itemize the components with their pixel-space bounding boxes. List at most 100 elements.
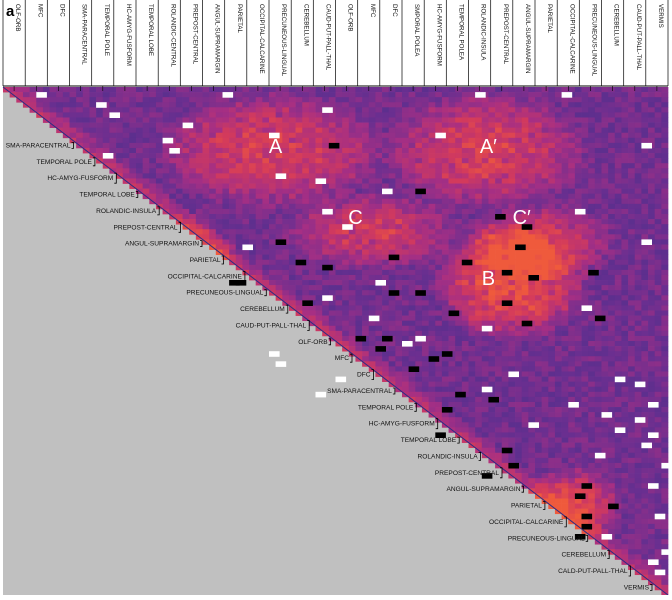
matrix-cell [581, 457, 589, 464]
matrix-cell [355, 280, 363, 286]
matrix-cell [202, 178, 210, 184]
matrix-cell [548, 325, 556, 332]
matrix-cell [441, 137, 449, 144]
matrix-cell [508, 208, 516, 215]
matrix-cell [535, 412, 542, 418]
matrix-cell [149, 163, 157, 169]
matrix-cell [441, 153, 449, 159]
matrix-cell [395, 158, 403, 164]
matrix-cell [362, 208, 370, 215]
matrix-cell [548, 437, 556, 443]
matrix-cell [375, 178, 383, 184]
matrix-cell [195, 214, 203, 220]
matrix-cell [601, 290, 609, 296]
matrix-cell [435, 295, 443, 301]
matrix-cell [328, 132, 336, 139]
matrix-cell [448, 335, 456, 342]
matrix-cell [495, 193, 503, 200]
matrix-cell [288, 254, 296, 261]
matrix-cell [614, 224, 622, 230]
matrix-cell [56, 122, 64, 128]
matrix-cell [515, 117, 523, 123]
matrix-cell [122, 97, 130, 103]
matrix-cell [468, 137, 476, 144]
matrix-cell [461, 376, 469, 382]
matrix-cell [634, 127, 642, 134]
matrix-cell [348, 239, 356, 245]
matrix-cell [428, 239, 436, 245]
matrix-cell [621, 386, 629, 393]
matrix-cell [255, 112, 263, 118]
matrix-cell [528, 239, 536, 245]
matrix-cell [328, 290, 336, 296]
matrix-cell [541, 488, 549, 494]
matrix-cell [614, 513, 622, 520]
matrix-cell [455, 341, 463, 347]
matrix-cell [588, 203, 596, 210]
matrix-cell [641, 274, 649, 281]
matrix-cell [541, 269, 549, 276]
matrix-cell [654, 102, 662, 108]
matrix-cell [215, 234, 223, 240]
matrix-cell [195, 224, 203, 230]
matrix-cell [269, 259, 276, 266]
matrix-cell [628, 447, 636, 454]
matrix-cell [601, 346, 609, 352]
matrix-cell [89, 87, 97, 93]
matrix-cell [568, 386, 576, 393]
matrix-cell [648, 513, 656, 520]
matrix-cell [515, 437, 523, 443]
matrix-cell [508, 351, 516, 357]
matrix-cell [541, 234, 549, 240]
matrix-cell [362, 280, 370, 286]
matrix-cell [182, 147, 190, 154]
matrix-cell [342, 280, 350, 286]
matrix-cell [475, 178, 483, 184]
matrix-cell [654, 528, 662, 535]
matrix-cell [116, 117, 124, 123]
matrix-cell [448, 234, 456, 240]
matrix-cell [521, 122, 529, 128]
matrix-cell [614, 300, 622, 306]
matrix-cell [581, 107, 589, 113]
matrix-cell [468, 391, 476, 398]
matrix-cell [136, 132, 143, 139]
matrix-cell [342, 102, 350, 108]
matrix-cell [568, 335, 576, 342]
matrix-cell [342, 142, 350, 149]
matrix-cell [501, 396, 509, 403]
matrix-cell [501, 173, 509, 179]
matrix-cell [235, 107, 243, 113]
matrix-cell [375, 117, 383, 123]
matrix-cell [162, 173, 170, 179]
matrix-cell [634, 498, 642, 504]
matrix-cell [515, 188, 523, 195]
matrix-cell [69, 87, 77, 93]
matrix-cell [355, 310, 363, 316]
matrix-cell [342, 290, 350, 296]
matrix-cell [322, 183, 330, 189]
matrix-cell [535, 473, 542, 479]
matrix-cell [395, 295, 403, 301]
matrix-cell [641, 264, 649, 271]
matrix-cell [382, 173, 390, 179]
matrix-cell [269, 193, 276, 200]
matrix-cell [594, 366, 602, 372]
matrix-cell [402, 325, 409, 332]
matrix-cell [315, 234, 323, 240]
matrix-cell [554, 224, 562, 230]
matrix-cell [475, 290, 483, 296]
matrix-cell [588, 452, 596, 459]
matrix-cell [541, 351, 549, 357]
matrix-cell [342, 137, 350, 144]
matrix-cell [481, 315, 489, 322]
matrix-cell [441, 290, 449, 296]
matrix-cell [561, 478, 569, 484]
matrix-cell [322, 188, 330, 195]
matrix-cell [634, 488, 642, 494]
matrix-cell [162, 112, 170, 118]
matrix-cell [661, 310, 669, 316]
matrix-cell [116, 92, 124, 98]
matrix-cell [249, 153, 257, 159]
matrix-cell [455, 117, 463, 123]
